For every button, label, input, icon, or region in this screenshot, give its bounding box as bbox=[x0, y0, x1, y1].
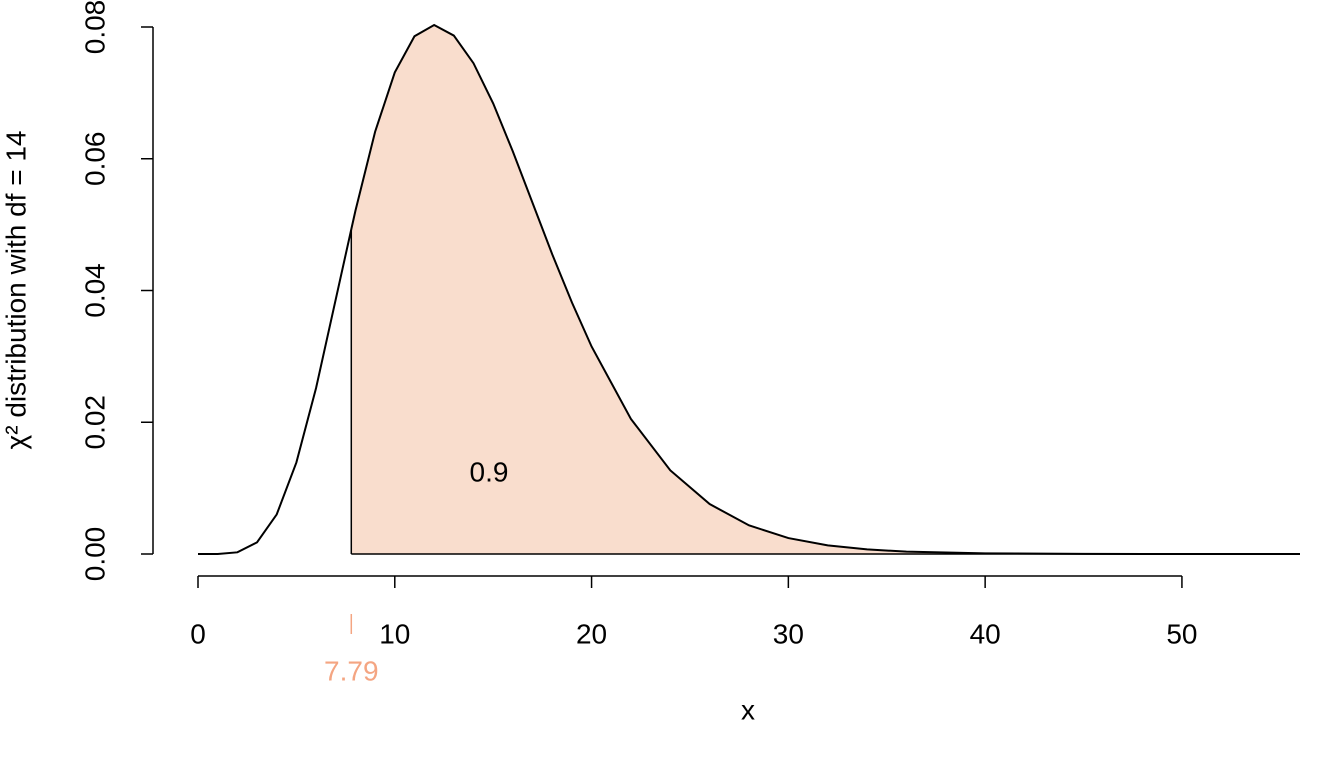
y-tick-label: 0.06 bbox=[79, 132, 110, 187]
x-tick-label: 10 bbox=[379, 618, 410, 649]
x-tick-label: 30 bbox=[773, 618, 804, 649]
shaded-area bbox=[351, 25, 1300, 555]
x-tick-label: 40 bbox=[970, 618, 1001, 649]
y-tick-label: 0.08 bbox=[79, 0, 110, 54]
area-label: 0.9 bbox=[470, 456, 509, 487]
x-tick-label: 50 bbox=[1166, 618, 1197, 649]
y-axis-label: χ² distribution with df = 14 bbox=[0, 131, 31, 450]
y-tick-label: 0.00 bbox=[79, 527, 110, 582]
density-curve bbox=[197, 23, 1301, 555]
x-tick-label: 0 bbox=[190, 618, 206, 649]
y-tick-label: 0.02 bbox=[79, 395, 110, 450]
x-tick-label: 20 bbox=[576, 618, 607, 649]
y-tick-label: 0.04 bbox=[79, 263, 110, 318]
cutoff-label: 7.79 bbox=[324, 655, 379, 686]
x-axis-label: x bbox=[741, 694, 755, 725]
